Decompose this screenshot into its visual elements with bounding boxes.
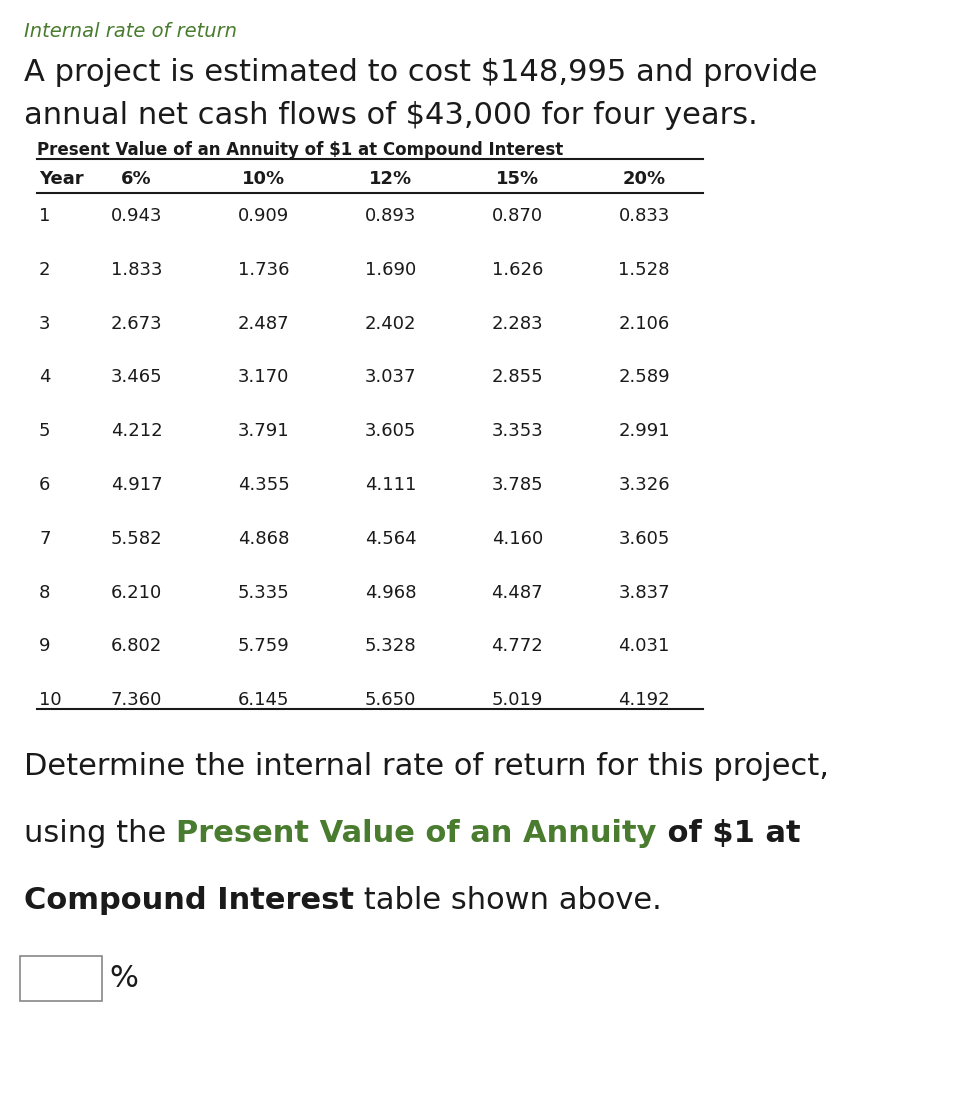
Text: 2.855: 2.855 <box>492 368 543 386</box>
Text: 4.487: 4.487 <box>492 584 543 601</box>
Text: 3.465: 3.465 <box>111 368 162 386</box>
Text: 4.192: 4.192 <box>619 691 670 709</box>
Text: Present Value of an Annuity of $1 at Compound Interest: Present Value of an Annuity of $1 at Com… <box>37 141 563 159</box>
Text: 4.355: 4.355 <box>237 476 290 494</box>
Text: 7.360: 7.360 <box>111 691 162 709</box>
Text: 1.736: 1.736 <box>238 261 289 279</box>
Text: 5.328: 5.328 <box>365 637 416 655</box>
Text: 12%: 12% <box>369 170 412 188</box>
Text: 4.212: 4.212 <box>111 422 162 440</box>
Text: 4.111: 4.111 <box>365 476 416 494</box>
Text: 8: 8 <box>39 584 51 601</box>
Text: 2.402: 2.402 <box>365 315 416 333</box>
Text: 2.487: 2.487 <box>238 315 289 333</box>
Text: 4.031: 4.031 <box>619 637 670 655</box>
Text: 3.785: 3.785 <box>492 476 543 494</box>
Text: 3.170: 3.170 <box>238 368 289 386</box>
Text: 2.106: 2.106 <box>619 315 670 333</box>
Text: table shown above.: table shown above. <box>354 886 662 915</box>
Text: 6.802: 6.802 <box>111 637 162 655</box>
Text: 4.564: 4.564 <box>365 530 416 548</box>
Text: Internal rate of return: Internal rate of return <box>24 22 237 41</box>
Text: 0.833: 0.833 <box>619 207 670 225</box>
Text: 0.893: 0.893 <box>365 207 416 225</box>
Text: 3.605: 3.605 <box>619 530 670 548</box>
Text: 0.870: 0.870 <box>492 207 543 225</box>
Text: 2.589: 2.589 <box>619 368 670 386</box>
Text: 3: 3 <box>39 315 51 333</box>
Text: Present Value of an Annuity: Present Value of an Annuity <box>177 819 657 848</box>
Text: 3.791: 3.791 <box>238 422 289 440</box>
Text: 10: 10 <box>39 691 61 709</box>
Text: 2: 2 <box>39 261 51 279</box>
FancyBboxPatch shape <box>20 956 102 1001</box>
Text: 3.353: 3.353 <box>491 422 544 440</box>
Text: 1.833: 1.833 <box>111 261 162 279</box>
Text: 2.991: 2.991 <box>619 422 670 440</box>
Text: 1.528: 1.528 <box>619 261 670 279</box>
Text: using the: using the <box>24 819 177 848</box>
Text: 4.160: 4.160 <box>492 530 543 548</box>
Text: 4.917: 4.917 <box>111 476 162 494</box>
Text: Compound Interest: Compound Interest <box>24 886 354 915</box>
Text: Year: Year <box>39 170 84 188</box>
Text: Determine the internal rate of return for this project,: Determine the internal rate of return fo… <box>24 752 830 781</box>
Text: 4.968: 4.968 <box>365 584 416 601</box>
Text: 10%: 10% <box>242 170 285 188</box>
Text: 5.650: 5.650 <box>365 691 416 709</box>
Text: 4.868: 4.868 <box>238 530 289 548</box>
Text: 1.690: 1.690 <box>365 261 416 279</box>
Text: 6.210: 6.210 <box>111 584 162 601</box>
Text: annual net cash flows of $43,000 for four years.: annual net cash flows of $43,000 for fou… <box>24 101 758 130</box>
Text: 0.943: 0.943 <box>111 207 162 225</box>
Text: 3.605: 3.605 <box>365 422 416 440</box>
Text: A project is estimated to cost $148,995 and provide: A project is estimated to cost $148,995 … <box>24 58 818 87</box>
Text: %: % <box>109 964 139 993</box>
Text: 1.626: 1.626 <box>492 261 543 279</box>
Text: 0.909: 0.909 <box>238 207 289 225</box>
Text: 4: 4 <box>39 368 51 386</box>
Text: 15%: 15% <box>496 170 539 188</box>
Text: 4.772: 4.772 <box>491 637 544 655</box>
Text: 3.037: 3.037 <box>365 368 416 386</box>
Text: 5.582: 5.582 <box>111 530 162 548</box>
Text: of $1 at: of $1 at <box>657 819 800 848</box>
Text: 3.837: 3.837 <box>619 584 670 601</box>
Text: 6%: 6% <box>121 170 152 188</box>
Text: 5: 5 <box>39 422 51 440</box>
Text: 7: 7 <box>39 530 51 548</box>
Text: 5.335: 5.335 <box>237 584 290 601</box>
Text: 9: 9 <box>39 637 51 655</box>
Text: 5.019: 5.019 <box>492 691 543 709</box>
Text: 20%: 20% <box>623 170 666 188</box>
Text: 6.145: 6.145 <box>238 691 289 709</box>
Text: 1: 1 <box>39 207 51 225</box>
Text: 2.673: 2.673 <box>111 315 162 333</box>
Text: 3.326: 3.326 <box>619 476 670 494</box>
Text: 6: 6 <box>39 476 51 494</box>
Text: 5.759: 5.759 <box>237 637 290 655</box>
Text: 2.283: 2.283 <box>492 315 543 333</box>
